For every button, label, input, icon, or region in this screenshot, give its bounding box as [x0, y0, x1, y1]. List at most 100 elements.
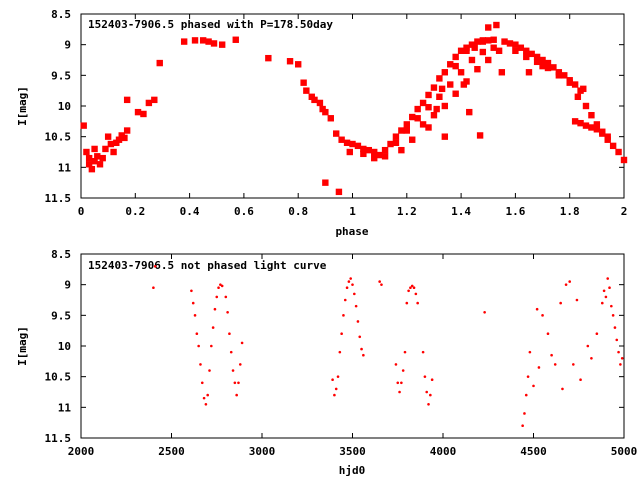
data-point [611, 314, 615, 317]
data-point [210, 344, 213, 348]
data-point [425, 91, 432, 99]
data-point [433, 105, 440, 113]
data-point [398, 127, 405, 134]
data-point [381, 146, 389, 154]
data-point [381, 153, 389, 160]
data-point [555, 72, 563, 79]
data-point [218, 41, 226, 48]
data-point [615, 338, 619, 342]
data-point [506, 40, 514, 47]
data-point [620, 156, 628, 164]
x-tick-label: 2 [621, 205, 628, 218]
x-tick-label: 1.4 [451, 205, 471, 218]
data-point [199, 37, 207, 44]
unphased-light-curve-panel: 152403-7906.5 not phased light curve hjd… [16, 248, 637, 477]
x-tick-label: 0.4 [180, 205, 200, 218]
data-point [217, 286, 220, 290]
data-point [232, 36, 239, 43]
data-point [526, 375, 530, 378]
data-point [512, 41, 519, 48]
data-point [617, 350, 620, 354]
data-point [237, 381, 240, 385]
data-point [457, 69, 465, 76]
data-point [338, 136, 345, 143]
data-point [571, 81, 579, 88]
data-point [572, 363, 575, 366]
data-point [104, 133, 112, 140]
data-point [523, 47, 530, 54]
data-point [403, 127, 410, 134]
data-point [405, 301, 409, 305]
data-point [85, 161, 93, 168]
data-point [343, 298, 347, 302]
data-point [561, 387, 564, 391]
data-point [195, 332, 199, 336]
data-point [342, 314, 345, 317]
data-point [199, 363, 202, 366]
data-point [460, 81, 468, 88]
data-point [474, 38, 481, 45]
data-point [346, 148, 353, 156]
data-point [401, 369, 405, 372]
data-point [429, 393, 432, 397]
data-point [407, 289, 410, 293]
data-point [215, 295, 219, 299]
data-point [200, 381, 204, 385]
data-point [115, 136, 123, 143]
data-point [240, 341, 244, 345]
y-tick-label: 10.5 [45, 131, 72, 144]
data-point [485, 56, 492, 64]
data-point [88, 165, 96, 173]
data-point [523, 53, 530, 61]
phased-light-curve-panel: 152403-7906.5 phased with P=178.50day ph… [16, 8, 627, 238]
data-point [338, 350, 342, 354]
data-point [396, 381, 400, 385]
data-point [419, 121, 427, 128]
data-point [564, 283, 568, 286]
x-axis-label-unphased: hjd0 [339, 464, 366, 477]
data-point [582, 122, 590, 129]
data-point [353, 292, 356, 296]
y-tick-label: 9 [64, 39, 71, 52]
x-tick-label: 0.8 [288, 205, 308, 218]
data-point [153, 264, 157, 268]
y-axis-label-phased: I[mag] [16, 86, 29, 126]
data-point [333, 130, 340, 137]
data-point [575, 298, 579, 302]
data-point [123, 96, 131, 104]
data-point [210, 40, 218, 47]
x-tick-label: 0.2 [125, 205, 145, 218]
x-axis-label-phased: phase [335, 225, 368, 238]
data-point [335, 188, 343, 196]
data-point [528, 50, 535, 58]
y-tick-label: 10 [58, 100, 71, 113]
data-point [228, 332, 231, 336]
x-tick-label: 1.6 [505, 205, 525, 218]
data-point [392, 133, 400, 140]
data-point [463, 47, 470, 54]
data-point [134, 108, 142, 116]
data-point [360, 347, 363, 351]
y-tick-label: 8.5 [51, 248, 71, 261]
data-point [238, 363, 242, 366]
data-point [425, 104, 432, 111]
y-tick-label: 11 [58, 161, 72, 174]
x-tick-label: 4500 [520, 445, 547, 458]
data-point [358, 335, 362, 339]
x-tick-label: 0 [78, 205, 85, 218]
data-point [316, 99, 324, 107]
data-point [523, 412, 526, 415]
data-point [430, 378, 434, 382]
data-point [180, 38, 188, 45]
data-point [457, 47, 465, 54]
data-point [466, 108, 473, 116]
data-point [96, 161, 104, 168]
data-point [561, 72, 568, 79]
data-point [322, 108, 329, 116]
data-point [600, 301, 604, 305]
data-point [476, 132, 484, 139]
y-axis-label-unphased: I[mag] [16, 326, 29, 366]
data-point [362, 353, 365, 357]
data-point [533, 53, 541, 61]
data-point [190, 289, 193, 293]
